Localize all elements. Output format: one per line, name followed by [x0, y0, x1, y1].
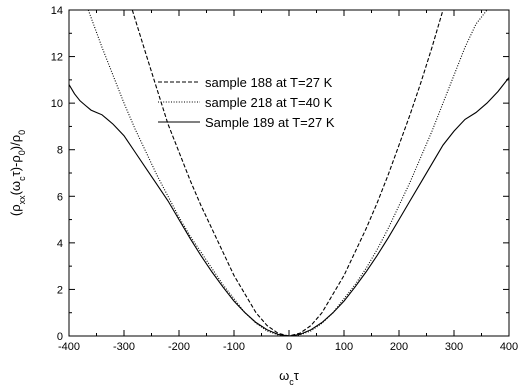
- y-tick-label: 12: [51, 52, 63, 64]
- x-tick-label: -200: [168, 341, 190, 353]
- y-tick-label: 14: [51, 5, 63, 17]
- x-tick-label: -100: [223, 341, 245, 353]
- series-layer: [69, 10, 509, 336]
- y-tick-label: 4: [57, 238, 63, 250]
- x-tick-label: 400: [500, 341, 518, 353]
- x-tick-label: 100: [335, 341, 353, 353]
- legend-label-1: sample 188 at T=27 K: [205, 75, 333, 90]
- y-tick-label: 2: [57, 284, 63, 296]
- y-axis-label: (ρxx(ωcτ)-ρ0)/ρ0: [8, 130, 27, 216]
- x-tick-label: 300: [445, 341, 463, 353]
- x-tick-label: 0: [286, 341, 292, 353]
- axis-ticks: -400 -300 -200 -100 0 100 200 300 400 0 2 4 6 8 10 12 14: [51, 5, 518, 353]
- y-tick-label: 8: [57, 145, 63, 157]
- series-line-2: [87, 10, 488, 336]
- y-tick-label: 6: [57, 191, 63, 203]
- series-line-3: [69, 77, 509, 336]
- x-tick-label: -400: [58, 341, 80, 353]
- plot-frame: [68, 9, 510, 337]
- legend-label-2: sample 218 at T=40 K: [205, 95, 333, 110]
- legend-label-3: Sample 189 at T=27 K: [205, 115, 335, 130]
- y-tick-label: 0: [57, 331, 63, 343]
- x-axis-label: ωcτ: [279, 368, 300, 387]
- legend: sample 188 at T=27 K sample 218 at T=40 K…: [158, 75, 335, 130]
- series-line-1: [131, 10, 444, 336]
- x-tick-label: 200: [390, 341, 408, 353]
- y-tick-label: 10: [51, 98, 63, 110]
- x-tick-label: -300: [113, 341, 135, 353]
